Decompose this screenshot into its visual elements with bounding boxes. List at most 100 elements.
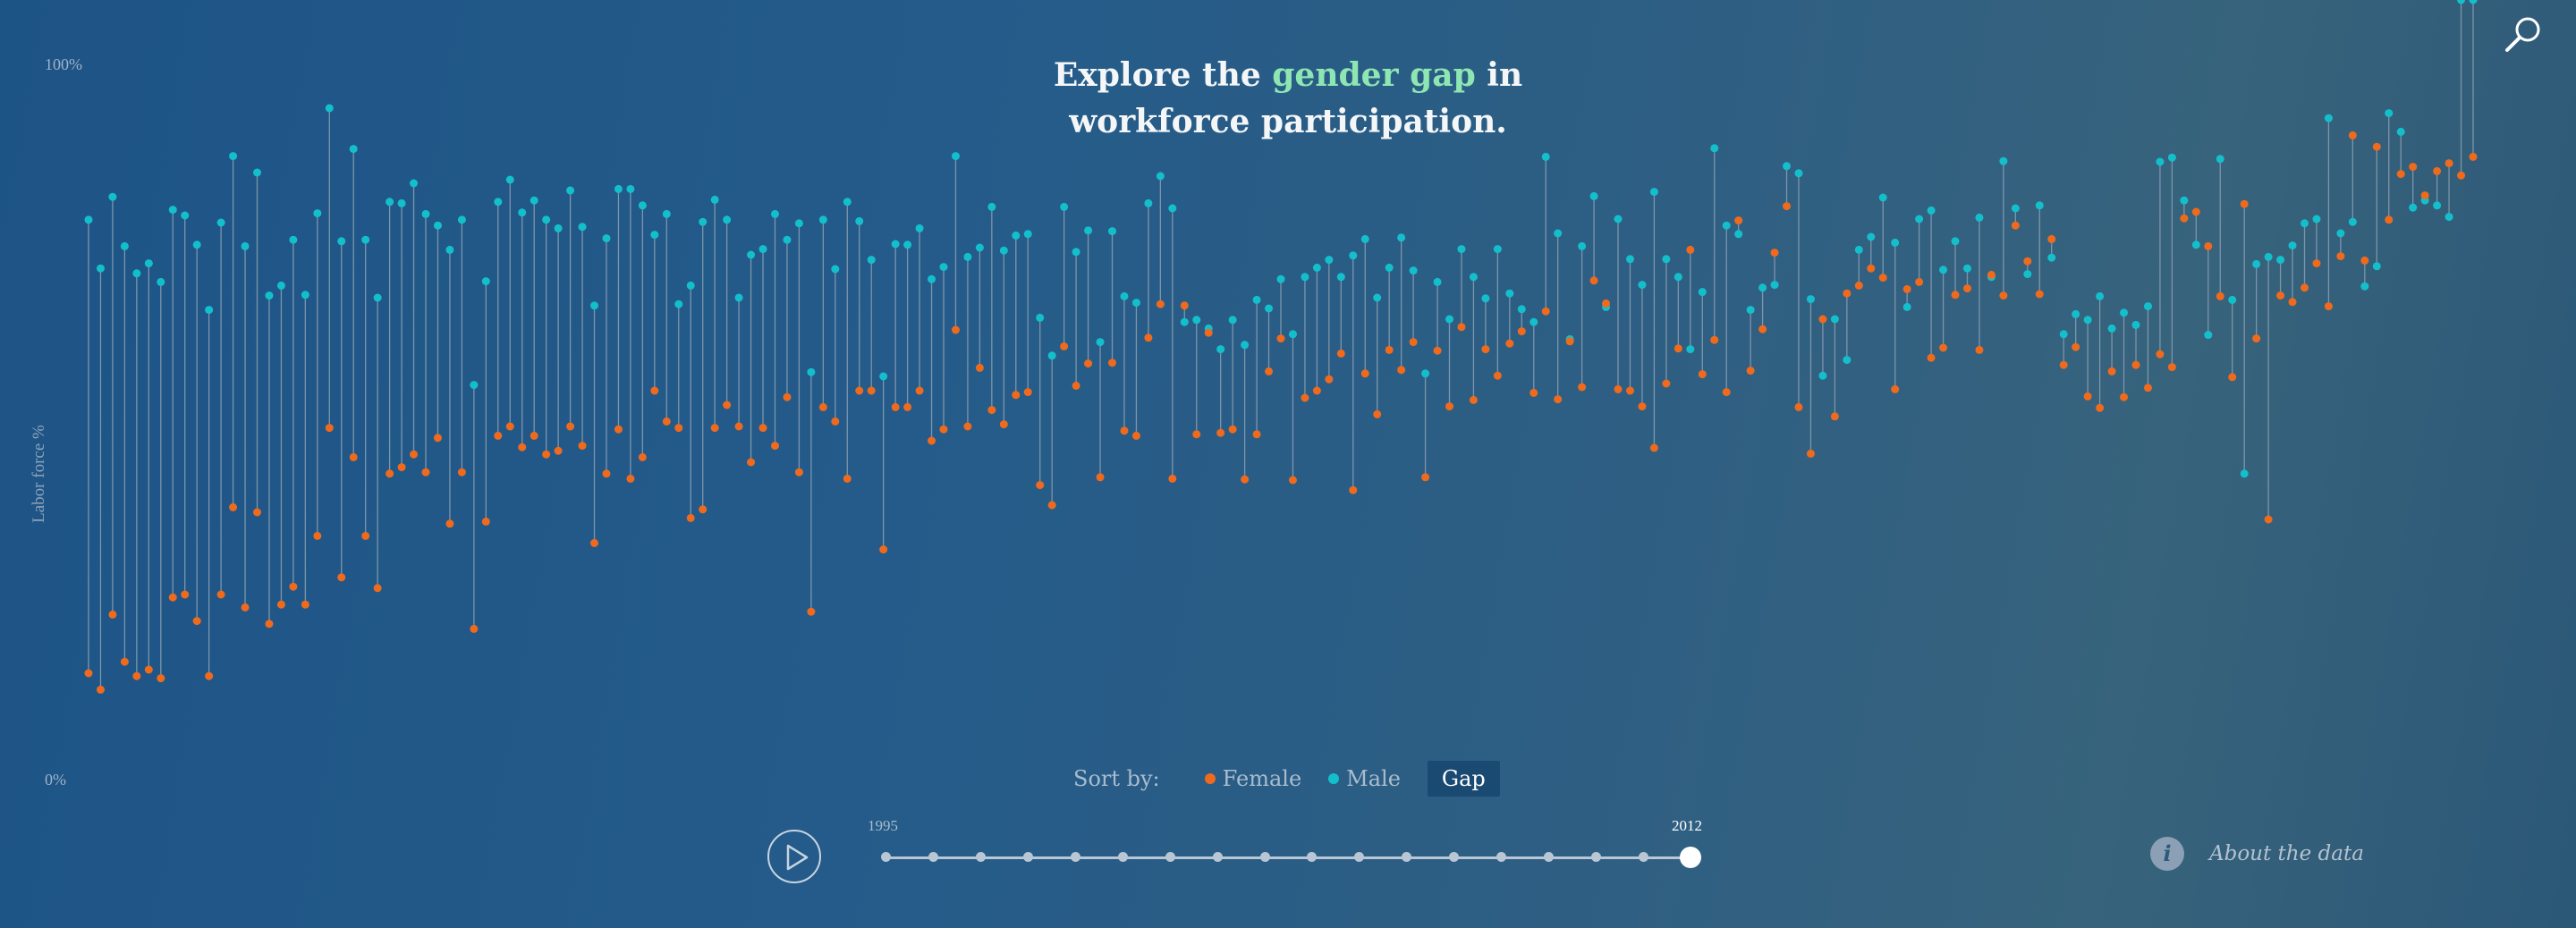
male-point[interactable] [1589,191,1598,200]
female-point[interactable] [1662,379,1671,388]
female-point[interactable] [2011,221,2020,230]
male-point[interactable] [1421,369,1430,378]
male-point[interactable] [494,198,503,207]
female-point[interactable] [1168,474,1177,483]
male-point[interactable] [2156,157,2165,166]
timeline-tick[interactable] [1022,852,1033,862]
female-point[interactable] [975,363,984,372]
female-point[interactable] [1084,359,1093,368]
sort-male-option[interactable]: Male [1328,766,1401,791]
male-point[interactable] [2360,282,2369,291]
female-point[interactable] [530,431,538,440]
female-point[interactable] [1806,449,1815,458]
male-point[interactable] [1385,263,1394,272]
female-point[interactable] [421,468,430,477]
male-point[interactable] [1023,230,1032,239]
female-point[interactable] [1565,337,1574,346]
male-point[interactable] [301,291,309,299]
male-point[interactable] [518,208,527,217]
male-point[interactable] [1710,144,1719,153]
male-point[interactable] [410,179,419,188]
female-point[interactable] [397,463,406,472]
male-point[interactable] [1012,231,1021,240]
female-point[interactable] [2156,350,2165,359]
timeline-handle[interactable] [1680,847,1701,868]
female-point[interactable] [205,671,214,680]
male-point[interactable] [1047,351,1056,360]
female-point[interactable] [2167,363,2176,372]
female-point[interactable] [2252,334,2261,343]
female-point[interactable] [1686,245,1695,254]
male-point[interactable] [2216,155,2224,164]
male-point[interactable] [1216,345,1225,354]
timeline-tick[interactable] [1259,852,1270,862]
male-point[interactable] [241,241,250,250]
male-point[interactable] [1144,198,1153,207]
male-point[interactable] [181,211,190,220]
female-point[interactable] [373,584,382,593]
male-point[interactable] [747,250,756,259]
female-point[interactable] [674,424,683,433]
timeline-tick[interactable] [1402,852,1412,862]
male-point[interactable] [1722,221,1731,230]
male-point[interactable] [818,215,827,224]
male-point[interactable] [397,198,406,207]
female-point[interactable] [939,425,948,434]
male-point[interactable] [2433,201,2442,210]
male-point[interactable] [1746,306,1755,315]
female-point[interactable] [2143,384,2152,392]
male-point[interactable] [1843,356,1852,365]
male-point[interactable] [253,168,262,177]
female-point[interactable] [1746,367,1755,375]
male-point[interactable] [2072,309,2080,318]
female-point[interactable] [1325,375,1334,384]
female-point[interactable] [770,442,779,451]
male-point[interactable] [265,291,274,300]
male-point[interactable] [2120,308,2129,317]
female-point[interactable] [96,685,105,694]
female-point[interactable] [1734,216,1743,225]
female-point[interactable] [1192,430,1201,439]
female-point[interactable] [2072,342,2080,351]
male-point[interactable] [96,264,105,273]
male-point[interactable] [2167,153,2176,162]
female-point[interactable] [1216,428,1225,437]
female-point[interactable] [1554,395,1563,404]
female-point[interactable] [1794,402,1803,411]
female-point[interactable] [2204,241,2213,250]
female-point[interactable] [1241,475,1250,484]
female-point[interactable] [1445,402,1454,411]
male-point[interactable] [1312,263,1321,272]
female-point[interactable] [1987,270,1996,279]
female-point[interactable] [2433,166,2442,175]
male-point[interactable] [614,184,623,193]
female-point[interactable] [987,406,996,415]
female-point[interactable] [1060,342,1069,350]
male-point[interactable] [2023,270,2032,279]
male-point[interactable] [1649,188,1658,197]
male-point[interactable] [421,209,430,218]
male-point[interactable] [2276,256,2285,265]
male-point[interactable] [1686,345,1695,354]
male-point[interactable] [373,293,382,302]
female-point[interactable] [2107,367,2116,375]
male-point[interactable] [1228,316,1237,325]
sort-gap-button[interactable]: Gap [1427,761,1500,797]
male-point[interactable] [1168,204,1177,213]
female-point[interactable] [1614,384,1623,393]
male-point[interactable] [2469,0,2478,4]
female-point[interactable] [1433,346,1442,355]
male-point[interactable] [879,372,888,381]
male-point[interactable] [831,265,840,274]
male-point[interactable] [578,223,587,232]
female-point[interactable] [192,617,201,626]
male-point[interactable] [542,215,551,224]
timeline-tick[interactable] [1307,852,1318,862]
male-point[interactable] [1469,273,1478,282]
female-point[interactable] [2120,392,2129,401]
male-point[interactable] [843,198,852,207]
male-point[interactable] [662,209,671,218]
female-point[interactable] [734,422,743,431]
male-point[interactable] [2191,240,2200,249]
male-point[interactable] [2348,217,2357,226]
